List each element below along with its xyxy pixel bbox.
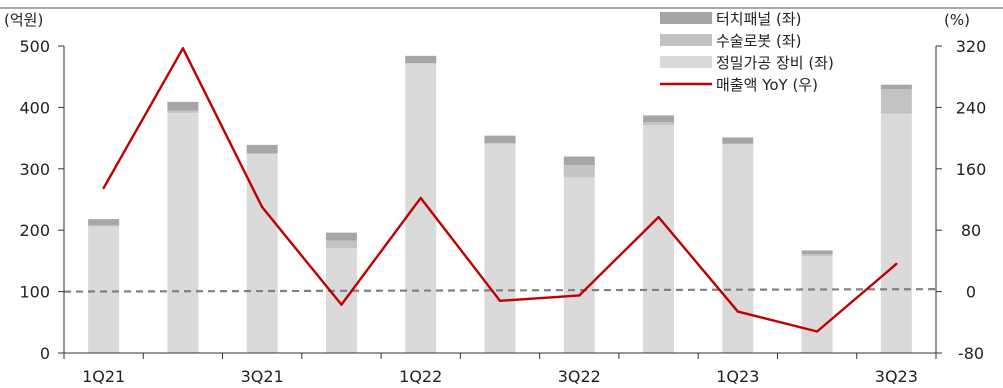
bar-surgical-robot bbox=[643, 122, 675, 126]
yoy-point bbox=[736, 310, 740, 313]
right-axis-unit: (%) bbox=[944, 11, 970, 29]
bar-precision-equipment bbox=[88, 226, 120, 353]
right-axis-tick-label: 320 bbox=[956, 37, 987, 56]
bar-surgical-robot bbox=[880, 88, 912, 114]
bars-layer bbox=[88, 55, 912, 354]
yoy-point bbox=[895, 262, 898, 266]
left-axis-tick-label: 200 bbox=[19, 221, 50, 240]
left-axis-tick-label: 300 bbox=[19, 160, 50, 179]
legend-swatch bbox=[660, 34, 712, 46]
bar-surgical-robot bbox=[325, 240, 357, 249]
legend-swatch bbox=[660, 56, 712, 68]
yoy-point bbox=[498, 299, 502, 303]
left-axis-tick-label: 500 bbox=[19, 37, 50, 56]
bar-surgical-robot bbox=[88, 225, 120, 227]
legend-label: 수술로봇 (좌) bbox=[716, 32, 801, 50]
yoy-point bbox=[815, 330, 819, 333]
bar-touch-panel bbox=[405, 55, 437, 64]
legend-label: 터치패널 (좌) bbox=[716, 10, 801, 28]
bar-precision-equipment bbox=[880, 113, 912, 353]
yoy-point bbox=[260, 205, 264, 209]
legend-label: 매출액 YoY (우) bbox=[716, 76, 818, 94]
yoy-point bbox=[102, 186, 105, 190]
yoy-point bbox=[578, 294, 581, 297]
bar-surgical-robot bbox=[484, 143, 516, 144]
bar-surgical-robot bbox=[563, 165, 595, 178]
x-axis-tick-label: 1Q23 bbox=[716, 367, 759, 386]
right-axis-tick-label: 160 bbox=[956, 160, 987, 179]
right-axis-tick-label: -80 bbox=[958, 344, 984, 363]
x-axis-tick-label: 3Q21 bbox=[241, 367, 284, 386]
yoy-point bbox=[419, 196, 422, 200]
axes-layer: 0 100 200 300 400 500 -80 0 80 160 240 320 1Q21 3Q21 1… bbox=[19, 37, 986, 386]
bar-surgical-robot bbox=[801, 254, 833, 256]
bar-touch-panel bbox=[563, 156, 595, 166]
bar-touch-panel bbox=[325, 232, 357, 241]
bar-precision-equipment bbox=[722, 144, 754, 353]
bar-surgical-robot bbox=[722, 143, 754, 145]
left-axis-tick-label: 0 bbox=[40, 344, 50, 363]
bar-precision-equipment bbox=[801, 255, 833, 353]
bar-precision-equipment bbox=[405, 63, 437, 353]
left-axis-unit: (억원) bbox=[4, 11, 43, 29]
bar-precision-equipment bbox=[325, 248, 357, 353]
legend-label: 정밀가공 장비 (좌) bbox=[716, 54, 834, 72]
bar-touch-panel bbox=[246, 144, 278, 154]
reference-line-layer bbox=[63, 288, 937, 293]
bar-touch-panel bbox=[722, 137, 754, 144]
yoy-point bbox=[657, 215, 660, 219]
bar-touch-panel bbox=[801, 250, 833, 255]
bar-precision-equipment bbox=[484, 143, 516, 353]
yoy-point bbox=[340, 303, 343, 306]
bar-precision-equipment bbox=[167, 112, 199, 354]
legend-swatch bbox=[660, 12, 712, 24]
left-axis-tick-label: 100 bbox=[19, 283, 50, 302]
x-axis-tick-label: 1Q21 bbox=[82, 367, 125, 386]
bar-touch-panel bbox=[88, 219, 120, 226]
x-axis-tick-label: 3Q23 bbox=[875, 367, 918, 386]
bar-touch-panel bbox=[167, 101, 199, 111]
bar-precision-equipment bbox=[563, 177, 595, 353]
bar-touch-panel bbox=[484, 135, 516, 144]
right-axis-tick-label: 0 bbox=[966, 283, 976, 302]
yoy-line-layer bbox=[102, 47, 898, 333]
x-axis-tick-label: 1Q22 bbox=[399, 367, 442, 386]
left-axis-tick-label: 400 bbox=[19, 98, 50, 117]
bar-touch-panel bbox=[643, 115, 675, 123]
right-axis-tick-label: 80 bbox=[961, 221, 981, 240]
bar-touch-panel bbox=[880, 84, 912, 89]
legend: 터치패널 (좌) 수술로봇 (좌) 정밀가공 장비 (좌) 매출액 YoY (우) bbox=[660, 10, 834, 94]
reference-dashed-line bbox=[63, 288, 937, 293]
right-axis-tick-label: 240 bbox=[956, 98, 987, 117]
bar-precision-equipment bbox=[643, 125, 675, 354]
yoy-point bbox=[181, 47, 185, 50]
bar-surgical-robot bbox=[167, 110, 199, 113]
x-axis-tick-label: 3Q22 bbox=[558, 367, 601, 386]
